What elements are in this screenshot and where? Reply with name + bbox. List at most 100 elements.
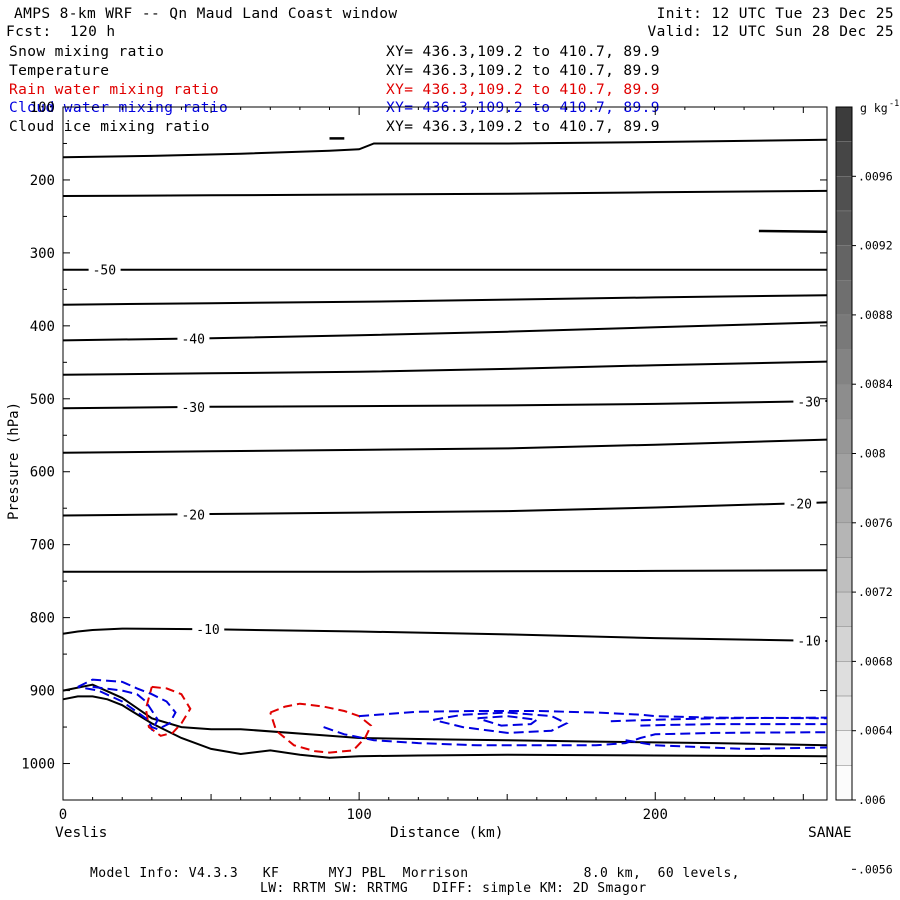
- colorbar-swatch: [835, 661, 853, 697]
- valid-time: Valid: 12 UTC Sun 28 Dec 25: [647, 24, 894, 40]
- isotherm-label-bg: [793, 632, 826, 647]
- colorbar-swatch: [835, 730, 853, 766]
- colorbar-swatch: [835, 695, 853, 731]
- colorbar-swatch: [835, 418, 853, 454]
- isotherm-label-bg: [177, 506, 210, 521]
- isotherm-line: [62, 360, 828, 376]
- isotherm-label: -10: [196, 623, 219, 638]
- cloud-water-contour: [359, 710, 828, 720]
- y-tick-label: 800: [30, 611, 55, 627]
- isotherm-label-bg: [192, 621, 225, 636]
- model-info-line2: LW: RRTM SW: RRTMG DIFF: simple KM: 2D S…: [260, 881, 647, 896]
- y-axis-label: Pressure (hPa): [6, 402, 22, 520]
- isotherm-line: [62, 294, 828, 306]
- colorbar-swatch: [835, 106, 853, 142]
- colorbar-label: .0068: [858, 654, 893, 668]
- isotherm-label: -20: [181, 508, 204, 523]
- colorbar-swatch: [835, 280, 853, 316]
- y-tick-label: 900: [30, 684, 55, 700]
- isotherm-line: [62, 627, 828, 642]
- colorbar-swatch: [835, 210, 853, 246]
- y-tick-label: 200: [30, 173, 55, 189]
- plot-frame: [62, 106, 828, 801]
- colorbar-unit: g kg: [860, 101, 888, 115]
- y-tick-label: 600: [30, 465, 55, 481]
- isotherm-label-bg: [177, 399, 210, 414]
- rain-water-contour: [144, 685, 192, 737]
- colorbar-label: .0092: [858, 239, 893, 253]
- field-coords-temperature: XY= 436.3,109.2 to 410.7, 89.9: [386, 63, 660, 79]
- colorbar-label: .0084: [858, 377, 893, 391]
- cloud-water-contour: [640, 723, 827, 727]
- x-tick-label: 200: [643, 807, 668, 823]
- chart-title: AMPS 8-km WRF -- Qn Maud Land Coast wind…: [14, 6, 398, 22]
- colorbar-swatch: [835, 349, 853, 385]
- cloud-water-contour: [77, 678, 177, 731]
- colorbar-swatch: [835, 141, 853, 177]
- colorbar-swatch: [835, 765, 853, 801]
- isotherm-label-bg: [177, 330, 210, 345]
- field-name-cloud-ice: Cloud ice mixing ratio: [9, 119, 210, 135]
- colorbar-swatch: [835, 591, 853, 627]
- isotherm-line: [62, 189, 828, 197]
- colorbar-unit-exponent: -1: [889, 99, 899, 109]
- y-tick-label: 1000: [21, 757, 55, 773]
- colorbar-swatch: [835, 487, 853, 524]
- colorbar-swatch: [835, 626, 853, 662]
- colorbar-label: .0076: [858, 516, 893, 530]
- isotherm-line: [62, 695, 828, 759]
- y-tick-label: 400: [30, 319, 55, 335]
- isotherm-label: -20: [789, 498, 812, 513]
- isotherm-line: [62, 438, 828, 454]
- colorbar-swatch: [835, 557, 853, 593]
- cloud-water-contour: [625, 739, 828, 750]
- colorbar-label: .0088: [858, 308, 893, 322]
- isotherm-label: -30: [797, 395, 820, 410]
- cloud-water-contour: [323, 726, 828, 747]
- colorbar-swatch: [835, 314, 853, 350]
- rain-water-contour: [269, 702, 373, 754]
- init-time: Init: 12 UTC Tue 23 Dec 25: [656, 6, 894, 22]
- field-name-rain: Rain water mixing ratio: [9, 82, 219, 98]
- y-tick-label: 300: [30, 246, 55, 262]
- isotherm-label-bg: [784, 495, 817, 510]
- right-end-label: SANAE: [808, 825, 852, 841]
- cloud-water-contour: [432, 711, 569, 734]
- isotherm-line: [62, 138, 828, 159]
- isotherm-label: -50: [93, 264, 116, 279]
- x-tick-label: 100: [346, 807, 371, 823]
- isotherm-label: -40: [181, 333, 204, 348]
- isotherm-line: [62, 683, 828, 747]
- colorbar-swatch: [835, 383, 853, 420]
- field-name-snow: Snow mixing ratio: [9, 44, 165, 60]
- colorbar-label: .0096: [858, 169, 893, 183]
- colorbar-label: .008: [858, 447, 886, 461]
- cloud-water-contour: [92, 685, 159, 732]
- isotherm-label-bg: [88, 261, 121, 276]
- cloud-water-contour: [610, 716, 828, 723]
- field-coords-cloud-ice: XY= 436.3,109.2 to 410.7, 89.9: [386, 119, 660, 135]
- y-tick-label: 700: [30, 538, 55, 554]
- colorbar-swatch: [835, 453, 853, 489]
- colorbar-swatch: [835, 245, 853, 281]
- field-name-temperature: Temperature: [9, 63, 110, 79]
- colorbar-swatch: [835, 176, 853, 212]
- field-name-cloud-water: Cloud water mixing ratio: [9, 100, 229, 116]
- snow-mixing-contour: [758, 229, 828, 233]
- colorbar-label: .0056: [858, 862, 893, 876]
- colorbar-label: .0064: [858, 724, 893, 738]
- x-tick-label: 0: [59, 807, 67, 823]
- isotherm-label: -30: [181, 401, 204, 416]
- field-coords-snow: XY= 436.3,109.2 to 410.7, 89.9: [386, 44, 660, 60]
- y-tick-label: 100: [30, 100, 55, 116]
- colorbar-label: .0072: [858, 585, 893, 599]
- x-axis-label: Distance (km): [390, 825, 504, 841]
- colorbar-swatch: [835, 522, 853, 558]
- cloud-water-contour: [477, 715, 540, 727]
- isotherm-label: -10: [797, 634, 820, 649]
- field-coords-rain: XY= 436.3,109.2 to 410.7, 89.9: [386, 82, 660, 98]
- forecast-hour: Fcst: 120 h: [6, 24, 116, 40]
- model-info-line1: Model Info: V4.3.3 KF MYJ PBL Morrison 8…: [90, 866, 740, 881]
